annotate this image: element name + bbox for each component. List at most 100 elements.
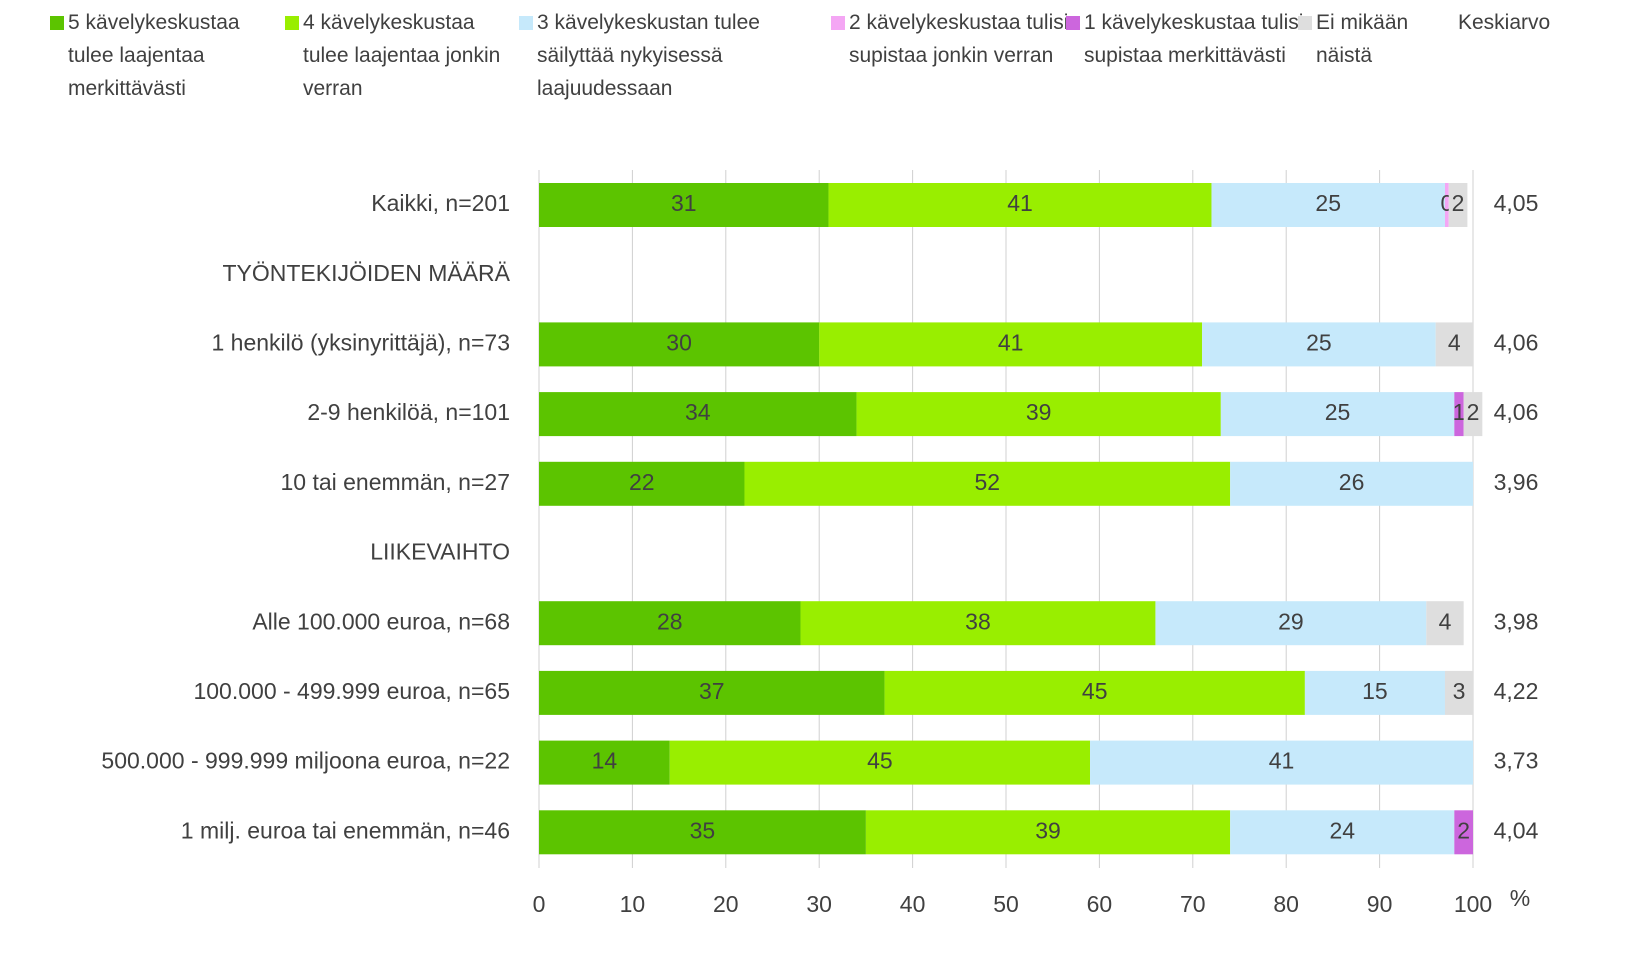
category-label: 500.000 - 999.999 miljoona euroa, n=22 <box>101 748 510 774</box>
average-label: 3,96 <box>1494 469 1539 495</box>
bar-segment <box>1304 670 1445 715</box>
legend-item: 3 kävelykeskustan tulee säilyttää nykyis… <box>519 6 837 105</box>
bar-segment <box>856 392 1221 437</box>
bar-segment <box>1435 322 1473 367</box>
category-label: Kaikki, n=201 <box>371 190 510 216</box>
bar-segment <box>539 392 857 437</box>
value-label: 2 <box>1452 190 1465 216</box>
bar-segment <box>1202 322 1436 367</box>
bar-segment <box>1444 183 1449 227</box>
category-label: TYÖNTEKIJÖIDEN MÄÄRÄ <box>222 260 510 286</box>
legend-item: 1 kävelykeskustaa tulisi supistaa merkit… <box>1066 6 1304 72</box>
value-label: 30 <box>666 329 692 355</box>
bar-segment <box>1220 392 1455 437</box>
value-label: 3 <box>1453 678 1466 704</box>
value-label: 24 <box>1329 817 1355 843</box>
legend-label: 1 kävelykeskustaa tulisi supistaa merkit… <box>1084 11 1304 67</box>
x-tick-label: 20 <box>713 891 739 917</box>
legend-swatch <box>285 16 299 30</box>
x-tick-label: 100 <box>1454 891 1492 917</box>
category-label: 10 tai enemmän, n=27 <box>280 469 510 495</box>
legend-item: 4 kävelykeskustaa tulee laajentaa jonkin… <box>285 6 523 105</box>
bar-segment <box>539 740 670 785</box>
legend-label: Ei mikään näistä <box>1316 11 1409 67</box>
average-label: 4,04 <box>1494 817 1539 843</box>
bar-segment <box>800 601 1156 646</box>
value-label: 2 <box>1457 817 1470 843</box>
value-label: 22 <box>629 469 655 495</box>
bar-segment <box>539 183 829 227</box>
value-label: 4 <box>1439 608 1452 634</box>
average-header: Keskiarvo <box>1458 11 1551 34</box>
value-label: 35 <box>690 817 716 843</box>
bar-segment <box>1444 670 1473 715</box>
average-label: 4,22 <box>1494 678 1539 704</box>
bar-segment <box>1454 810 1473 855</box>
bar-segment <box>669 740 1091 785</box>
value-label: 41 <box>998 329 1024 355</box>
bar-segment <box>744 461 1231 506</box>
x-tick-label: 90 <box>1367 891 1393 917</box>
x-tick-label: 30 <box>806 891 832 917</box>
value-label: 4 <box>1448 329 1461 355</box>
value-label: 25 <box>1306 329 1332 355</box>
category-label: 1 milj. euroa tai enemmän, n=46 <box>181 817 510 843</box>
x-tick-label: 0 <box>533 891 546 917</box>
bar-segment <box>1090 740 1473 785</box>
category-label: LIIKEVAIHTO <box>370 539 510 565</box>
legend-label: 5 kävelykeskustaa tulee laajentaa merkit… <box>68 11 240 100</box>
average-label: 4,05 <box>1494 190 1539 216</box>
average-label: 4,06 <box>1494 329 1539 355</box>
bar-segment <box>539 322 820 367</box>
value-label: 39 <box>1035 817 1061 843</box>
average-label: 4,06 <box>1494 399 1539 425</box>
bar-segment <box>1211 183 1445 227</box>
legend-swatch <box>1298 16 1312 30</box>
value-label: 26 <box>1339 469 1365 495</box>
category-label: 1 henkilö (yksinyrittäjä), n=73 <box>211 329 510 355</box>
bar-segment <box>539 810 866 855</box>
legend-item: 5 kävelykeskustaa tulee laajentaa merkit… <box>50 6 288 105</box>
value-label: 41 <box>1007 190 1033 216</box>
value-label: 37 <box>699 678 725 704</box>
legend-item: Ei mikään näistä <box>1298 6 1466 72</box>
bar-segment <box>884 670 1305 715</box>
value-label: 25 <box>1315 190 1341 216</box>
bar-segment <box>539 461 745 506</box>
legend-label: 4 kävelykeskustaa tulee laajentaa jonkin… <box>303 11 501 100</box>
average-label: 3,73 <box>1494 748 1539 774</box>
category-label: Alle 100.000 euroa, n=68 <box>252 608 510 634</box>
legend-swatch <box>1066 16 1080 30</box>
legend-label: 3 kävelykeskustan tulee säilyttää nykyis… <box>537 11 760 100</box>
bar-segment <box>1230 461 1473 506</box>
value-label: 28 <box>657 608 683 634</box>
value-label: 14 <box>592 748 618 774</box>
value-label: 2 <box>1467 399 1480 425</box>
value-label: 1 <box>1453 399 1466 425</box>
bar-segment <box>819 322 1203 367</box>
bar-segment <box>865 810 1231 855</box>
bar-segment <box>1463 392 1483 437</box>
x-tick-label: 40 <box>900 891 926 917</box>
bar-segment <box>539 670 885 715</box>
bar-segment <box>828 183 1212 227</box>
x-tick-label: 50 <box>993 891 1019 917</box>
legend-swatch <box>50 16 64 30</box>
legend-swatch <box>831 16 845 30</box>
category-label: 100.000 - 499.999 euroa, n=65 <box>193 678 510 704</box>
x-unit: % <box>1510 885 1530 911</box>
bar-segment <box>1426 601 1464 646</box>
value-label: 29 <box>1278 608 1304 634</box>
x-tick-label: 70 <box>1180 891 1206 917</box>
value-label: 52 <box>975 469 1001 495</box>
bar-segment <box>1454 392 1464 437</box>
bar-segment <box>1155 601 1427 646</box>
average-label: 3,98 <box>1494 608 1539 634</box>
value-label: 45 <box>867 748 893 774</box>
value-label: 34 <box>685 399 711 425</box>
bar-segment <box>1230 810 1455 855</box>
value-label: 38 <box>965 608 991 634</box>
legend-label: 2 kävelykeskustaa tulisi supistaa jonkin… <box>849 11 1069 67</box>
